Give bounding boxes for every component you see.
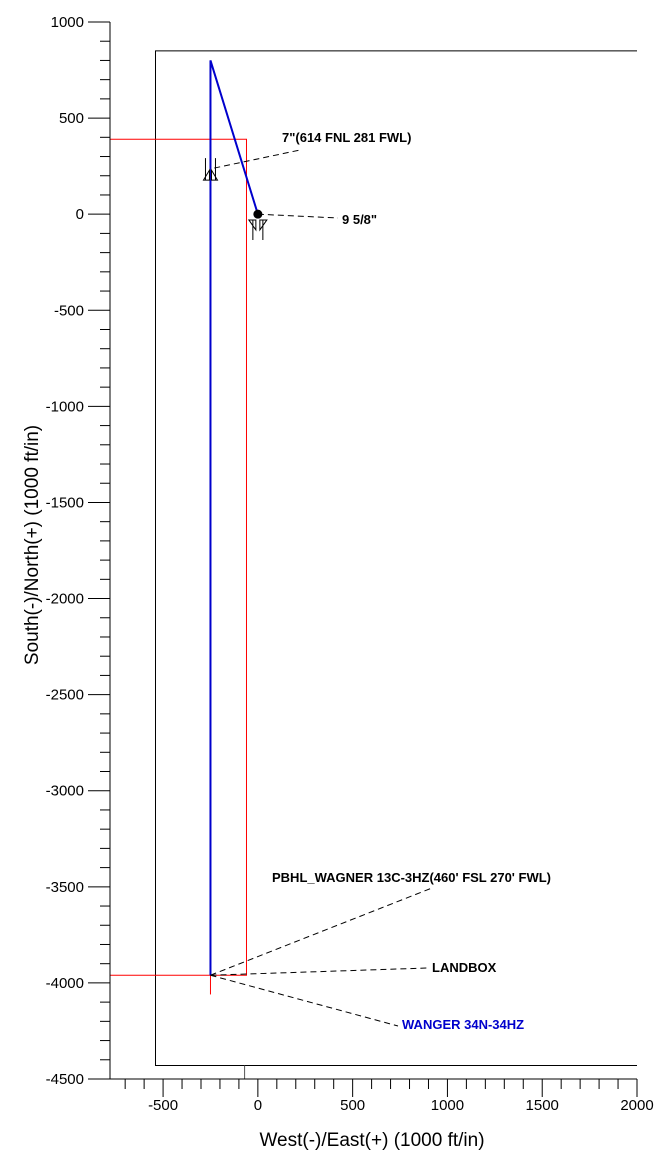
x-tick-label: 500	[340, 1097, 365, 1114]
y-tick-label: 0	[76, 206, 84, 223]
annotation-label: 9 5/8"	[342, 212, 377, 227]
x-tick-label: 2000	[620, 1097, 653, 1114]
annotation-label: WANGER 34N-34HZ	[402, 1017, 524, 1032]
y-tick-label: -2500	[46, 687, 84, 704]
annotation-leader	[210, 974, 399, 1027]
lease-boundary-line	[154, 50, 637, 1067]
axes-layer: 1000 500 0 -500 -1000 -1500 -2000 -2500 -3000 -35…	[46, 14, 654, 1114]
y-tick-label: -3500	[46, 879, 84, 896]
annotations-layer: 7"(614 FNL 281 FWL) 9 5/8" PBHL_WAGNER 13C…	[210, 130, 551, 1032]
series-layer	[202, 60, 268, 976]
annotation-label: 7"(614 FNL 281 FWL)	[282, 130, 411, 145]
series-line-0	[209, 60, 259, 976]
annotation-leader	[210, 967, 429, 976]
hardline-box	[110, 138, 247, 976]
y-tick-label: -500	[54, 302, 84, 319]
x-tick-label: -500	[148, 1097, 178, 1114]
casing-marker-9-5-8	[247, 219, 268, 240]
x-tick-label: 1000	[431, 1097, 464, 1114]
y-tick-label: -1000	[46, 398, 84, 415]
y-tick-label: -1500	[46, 494, 84, 511]
annotation-leader	[257, 213, 339, 219]
annotation-label: LANDBOX	[432, 960, 497, 975]
y-tick-label: 1000	[51, 14, 84, 31]
annotation-leader	[214, 149, 301, 169]
x-axis-title: West(-)/East(+) (1000 ft/in)	[259, 1130, 484, 1151]
y-tick-label: 500	[59, 110, 84, 127]
annotation-label: PBHL_WAGNER 13C-3HZ(460' FSL 270' FWL)	[272, 870, 551, 885]
boundaries-layer	[110, 50, 637, 1079]
annotation-leader	[210, 887, 433, 976]
y-tick-label: -3000	[46, 783, 84, 800]
y-axis-title: South(-)/North(+) (1000 ft/in)	[22, 425, 43, 665]
casing-marker-7	[202, 158, 219, 181]
x-tick-label: 1500	[526, 1097, 559, 1114]
y-tick-label: -4500	[46, 1071, 84, 1088]
y-tick-label: -4000	[46, 975, 84, 992]
y-tick-label: -2000	[46, 591, 84, 608]
x-tick-label: 0	[254, 1097, 262, 1114]
